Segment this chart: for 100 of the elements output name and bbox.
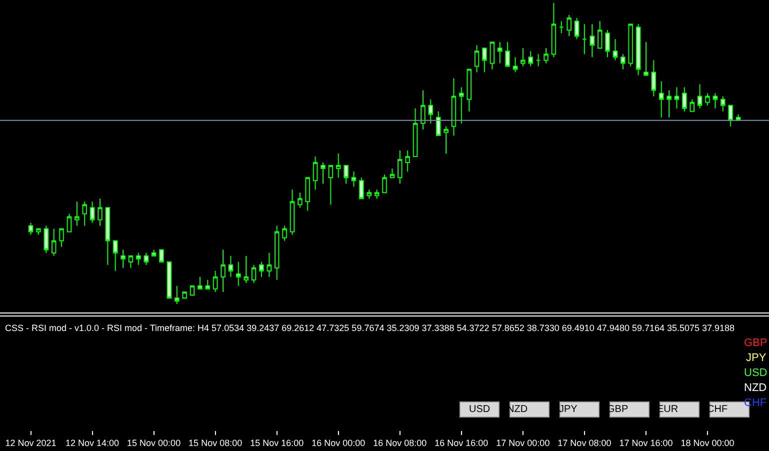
candlestick [182, 291, 187, 298]
candlestick [166, 261, 172, 298]
x-tick-label: 18 Nov 00:00 [680, 438, 734, 448]
candlestick [436, 110, 441, 136]
candlestick [420, 90, 426, 130]
candlestick [228, 255, 234, 278]
candlestick [59, 228, 64, 248]
candlestick [82, 201, 87, 226]
candlestick [236, 261, 241, 286]
candlestick [290, 189, 295, 236]
candlestick [28, 222, 34, 236]
candlestick [312, 156, 318, 190]
x-tick-label: 15 Nov 16:00 [250, 438, 304, 448]
candlestick [159, 249, 164, 262]
candlestick [405, 150, 410, 172]
x-tick-label: 12 Nov 2021 [5, 438, 56, 448]
candlestick [344, 165, 348, 184]
candlestick [259, 261, 264, 278]
candlestick [551, 2, 556, 58]
candlestick [98, 198, 102, 226]
candlestick [282, 225, 287, 242]
candlestick [482, 48, 487, 73]
candlestick [466, 68, 472, 112]
candlestick [651, 60, 656, 97]
candlestick [336, 153, 341, 178]
x-tick-label: 17 Nov 08:00 [558, 438, 612, 448]
candlestick [320, 162, 326, 184]
candlestick [136, 252, 141, 266]
candlestick [174, 285, 180, 304]
candlestick [658, 80, 664, 118]
text: JPY [746, 352, 767, 364]
candlestick [128, 255, 134, 268]
x-tick-label: 16 Nov 00:00 [312, 438, 366, 448]
candlestick [90, 201, 95, 224]
candlestick [428, 98, 434, 124]
text: JPY [559, 404, 578, 415]
candlestick [412, 108, 418, 157]
candlestick [328, 165, 334, 206]
candlestick [144, 252, 148, 266]
candlestick [474, 44, 480, 73]
candlestick [444, 126, 448, 154]
candlestick [398, 150, 402, 184]
candlestick [459, 86, 464, 124]
candlestick [66, 213, 72, 232]
candlestick [151, 249, 156, 256]
text: CSS - RSI mod - v1.0.0 - RSI mod - Timeframe: H4 57.0534 39.2437 69.2612 47.7325 59.7674 35.2309 37.3388 54.3722 57.8652 38.7330 69.4910 47.9480 59.7164 35.5075 37.9188 [5, 323, 735, 333]
text: CHF [744, 397, 767, 409]
candlestick [266, 252, 272, 278]
candlestick [220, 249, 226, 292]
candlestick [728, 104, 733, 127]
candlestick [212, 270, 218, 292]
candlestick [451, 78, 456, 136]
candlestick [620, 54, 626, 70]
candlestick [512, 56, 518, 73]
candlestick [720, 96, 726, 112]
candlestick [690, 98, 694, 112]
candlestick [674, 86, 680, 109]
candlestick [582, 24, 587, 55]
candlestick [666, 90, 672, 118]
text: GBP [744, 337, 768, 349]
candlestick [612, 38, 618, 61]
x-tick-label: 15 Nov 00:00 [127, 438, 181, 448]
candlestick [505, 42, 510, 67]
candlestick [36, 228, 41, 236]
candlestick [574, 18, 580, 40]
candlestick [490, 42, 495, 70]
candlestick [390, 168, 395, 178]
candlestick [705, 92, 710, 106]
candlestick [366, 189, 372, 200]
candlestick [205, 279, 210, 290]
candlestick [274, 225, 280, 280]
candlestick [105, 207, 110, 266]
candlestick [605, 30, 610, 58]
candlestick [597, 20, 602, 49]
candlestick [298, 192, 302, 208]
candlestick [566, 14, 572, 37]
candlestick [382, 174, 387, 194]
candlestick [51, 228, 56, 256]
candlestick [112, 240, 118, 272]
x-tick-label: 17 Nov 00:00 [496, 438, 550, 448]
candlestick [528, 50, 533, 67]
candlestick [697, 84, 702, 109]
candlestick [359, 177, 364, 200]
x-tick-label: 16 Nov 08:00 [373, 438, 427, 448]
text: USD [469, 404, 490, 415]
x-tick-label: 16 Nov 16:00 [434, 438, 488, 448]
candlestick [251, 264, 256, 284]
candlestick [44, 225, 49, 254]
text: NZD [744, 382, 767, 394]
candlestick [244, 255, 248, 284]
x-tick-label: 12 Nov 14:00 [66, 438, 120, 448]
x-tick-label: 17 Nov 16:00 [619, 438, 673, 448]
candlestick [520, 48, 526, 67]
candlestick [120, 249, 126, 268]
candlestick [497, 42, 502, 64]
candlestick [544, 48, 548, 64]
candlestick [198, 276, 202, 290]
x-tick-label: 15 Nov 08:00 [188, 438, 242, 448]
candlestick [590, 24, 595, 58]
text: USD [744, 367, 768, 379]
